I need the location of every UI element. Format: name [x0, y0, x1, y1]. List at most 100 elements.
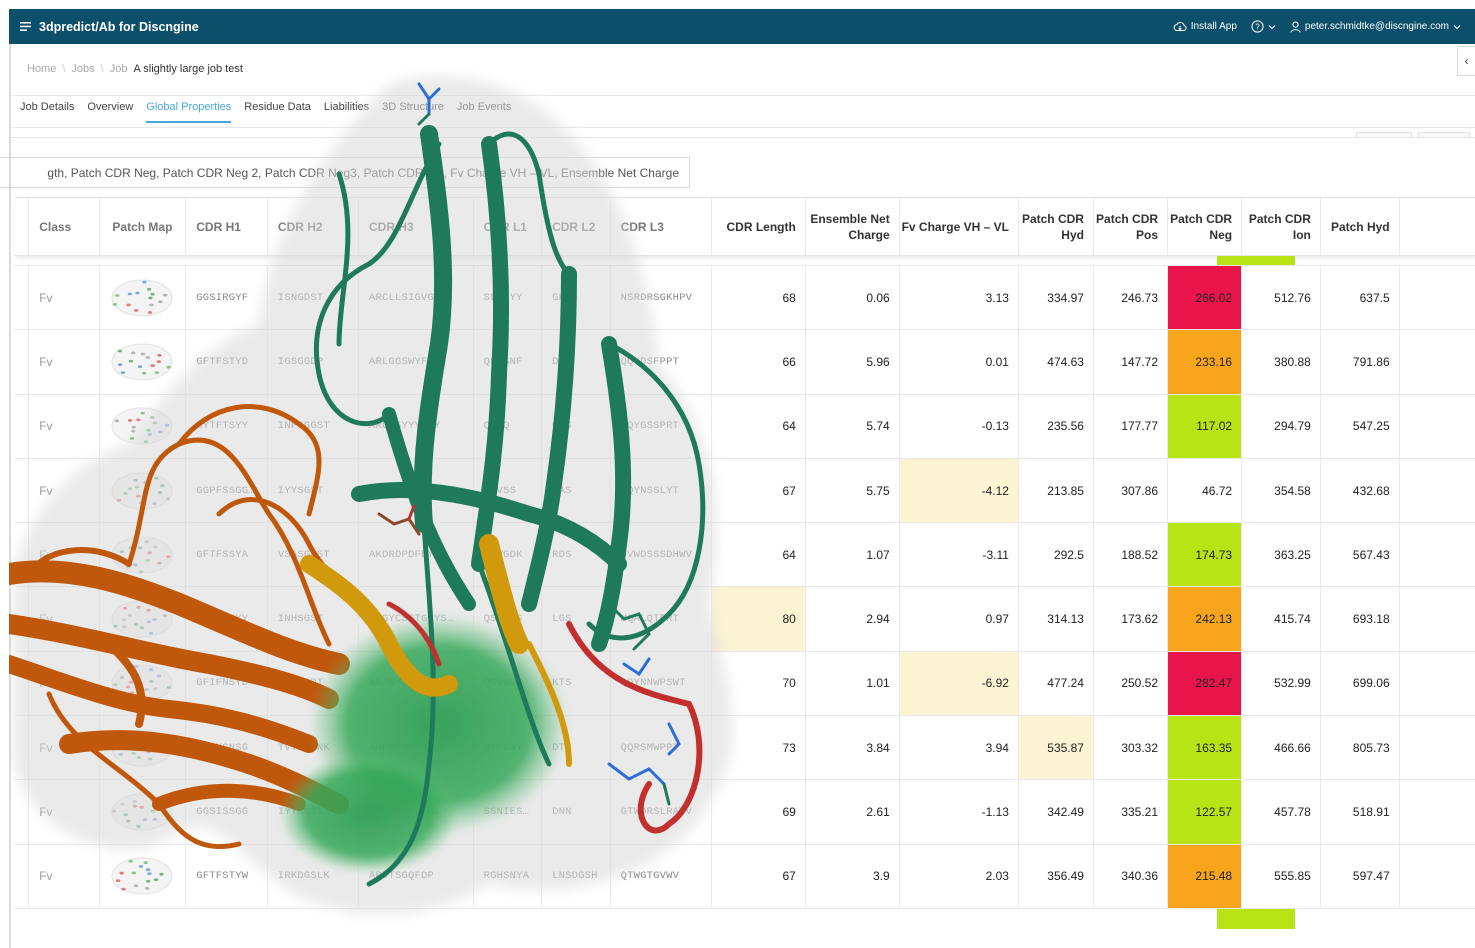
row-spacer	[15, 587, 30, 651]
tab-global-properties[interactable]: Global Properties	[146, 101, 232, 123]
patch-map-thumbnail[interactable]	[110, 854, 174, 898]
column-selector-input[interactable]: gth, Patch CDR Neg, Patch CDR Neg 2, Pat…	[0, 157, 690, 188]
tab-liabilities[interactable]: Liabilities	[323, 101, 370, 113]
header-patch-cdr-neg[interactable]: Patch CDR Neg	[1168, 198, 1243, 255]
cell-patch-cdr-neg: 122.57	[1168, 780, 1243, 844]
table-row[interactable]: Fv GFTFSTYD IGSGGDP ARLGGSWYF… QDISNF DAS QQYD…	[15, 330, 1475, 395]
cell-cdr-l2: RDS	[542, 523, 611, 587]
user-menu[interactable]: peter.schmidtke@discngine.com	[1290, 21, 1461, 33]
cell-cdr-l1: SLRSYY	[474, 266, 543, 330]
menu-icon[interactable]	[11, 22, 39, 31]
header-patch-cdr-ion[interactable]: Patch CDR Ion	[1242, 198, 1321, 255]
tab-3d-structure[interactable]: 3D Structure	[382, 101, 444, 113]
patch-map-thumbnail[interactable]	[110, 790, 174, 834]
tab-job-events[interactable]: Job Events	[456, 101, 512, 113]
row-spacer	[15, 394, 30, 458]
table-row[interactable]: Fv GGSIRGYF ISNGDST ARCLLSIGVGWS SLRSYY GKN NS…	[15, 266, 1475, 331]
install-app-button[interactable]: Install App	[1173, 21, 1237, 32]
header-patch-hyd[interactable]: Patch Hyd	[1321, 198, 1400, 255]
global-properties-table: Class Patch Map CDR H1 CDR H2 CDR H3 CDR…	[15, 197, 1475, 939]
cell-class: Fv	[29, 844, 100, 908]
help-menu[interactable]: ?	[1251, 20, 1276, 33]
breadcrumb: Home \ Jobs \ Job A slightly large job t…	[27, 63, 243, 75]
patch-map-thumbnail[interactable]	[110, 340, 174, 384]
table-row[interactable]: Fv GGPFSSGG… IYYSGST ARVRGMSYG… SSVSS GAS QQYN…	[15, 458, 1475, 524]
header-cdr-h1[interactable]: CDR H1	[186, 198, 268, 255]
cell-cdr-l3: QQYNSSLYT	[611, 458, 712, 523]
cell-patch-cdr-pos: 307.86	[1094, 458, 1169, 523]
toolbar-button[interactable]	[1356, 132, 1412, 137]
cell-cdr-h1: GGPFSSGG…	[186, 458, 268, 523]
partial-row-bottom	[15, 908, 1475, 939]
header-ensemble-net-charge[interactable]: Ensemble Net Charge	[806, 198, 900, 255]
table-body: Fv GGSIRGYF ISNGDST ARCLLSIGVGWS SLRSYY GKN NS…	[15, 266, 1475, 909]
cell-cdr-h3: ARDTSGQFDP	[359, 844, 474, 908]
tab-job-details[interactable]: Job Details	[20, 101, 75, 113]
header-cdr-h3[interactable]: CDR H3	[359, 198, 474, 255]
header-patch-cdr-pos[interactable]: Patch CDR Pos	[1094, 198, 1169, 255]
cell-class: Fv	[29, 523, 100, 587]
tab-residue-data[interactable]: Residue Data	[244, 101, 311, 113]
breadcrumb-jobs[interactable]: Jobs	[71, 63, 95, 75]
cell-fv-charge: 0.01	[900, 330, 1019, 394]
cell-cdr-length: 69	[712, 780, 806, 844]
header-cdr-h2[interactable]: CDR H2	[268, 198, 359, 255]
patch-map-thumbnail[interactable]	[110, 661, 174, 705]
table-row[interactable]: Fv GESFSGYY INHSGST ARGYCSSTGCYS… QSLLHS LGS M…	[15, 587, 1475, 652]
cell-patch-cdr-hyd: 292.5	[1019, 523, 1094, 587]
cell-patch-cdr-hyd: 356.49	[1019, 844, 1094, 908]
cell-class: Fv	[29, 587, 100, 651]
cell-cdr-h1: GFTFSSYA	[186, 523, 268, 587]
header-class[interactable]: Class	[29, 198, 100, 255]
row-spacer	[1400, 780, 1475, 843]
cell-cdr-l2: GAS	[542, 394, 611, 458]
cell-patch-cdr-neg: 46.72	[1168, 458, 1243, 523]
divider	[12, 137, 1475, 138]
row-spacer	[1400, 330, 1475, 393]
header-spacer	[1400, 198, 1475, 255]
patch-map-thumbnail[interactable]	[110, 597, 174, 641]
patch-map-thumbnail[interactable]	[110, 276, 174, 320]
header-fv-charge[interactable]: Fv Charge VH – VL	[900, 198, 1019, 255]
cell-cdr-h2: ISNGDST	[268, 266, 359, 330]
patch-map-thumbnail[interactable]	[110, 726, 174, 770]
cell-cdr-length: 64	[712, 394, 806, 458]
install-app-label: Install App	[1190, 21, 1237, 32]
header-spacer	[15, 198, 30, 255]
partial-neg-cell	[1217, 256, 1295, 265]
table-row[interactable]: Fv GFTFSSYA VSASGGST AKDRDPDFDY NNVGDK RDS QVW…	[15, 523, 1475, 588]
table-row[interactable]: Fv GLSYGNSG TVYDGSNK ARDRGYSSGWYF QTFGNY DTY Q…	[15, 716, 1475, 781]
app-title: 3dpredict/Ab for Discngine	[39, 19, 199, 34]
breadcrumb-home[interactable]: Home	[27, 63, 57, 75]
collapse-panel-button[interactable]: ‹	[1457, 46, 1475, 76]
row-spacer	[15, 523, 30, 587]
partial-neg-cell	[1217, 908, 1295, 929]
cell-cdr-l3: QTWGTGVWV	[611, 844, 712, 908]
cell-patch-map	[100, 587, 187, 651]
patch-map-thumbnail[interactable]	[110, 404, 174, 448]
cell-patch-map	[100, 394, 187, 458]
cell-cdr-h3: ARCLLSIGVGWS	[359, 266, 474, 330]
header-cdr-l2[interactable]: CDR L2	[542, 198, 611, 255]
table-row[interactable]: Fv GFTFSTYW IRKDGSLK ARDTSGQFDP RGHSNYA LNSDG…	[15, 844, 1475, 909]
table-row[interactable]: Fv GFIFNSYD VGRAGDT ARANYYFDY QSVSSN KTS QQYNN…	[15, 651, 1475, 717]
table-row[interactable]: Fv GYTFTSYY INPSGGST ARDRGYYYFDY QSVQ GAS QQYG…	[15, 394, 1475, 459]
header-cdr-l1[interactable]: CDR L1	[474, 198, 543, 255]
patch-map-thumbnail[interactable]	[110, 533, 174, 577]
breadcrumb-job[interactable]: Job	[109, 63, 128, 75]
row-spacer	[15, 458, 30, 523]
toolbar-button[interactable]	[1418, 132, 1470, 137]
partial-row-top	[15, 256, 1475, 266]
header-cdr-l3[interactable]: CDR L3	[611, 198, 712, 255]
cell-cdr-l2: KTS	[542, 651, 611, 716]
row-spacer	[1400, 587, 1475, 650]
cell-fv-charge: -4.12	[899, 458, 1019, 523]
cell-patch-cdr-pos: 246.73	[1094, 266, 1169, 330]
header-patch-cdr-hyd[interactable]: Patch CDR Hyd	[1019, 198, 1094, 255]
table-row[interactable]: Fv GGSISSGG IYYSGSTY ARDSSGWYFDL SSNIES… DNN G…	[15, 780, 1475, 845]
header-patch-map[interactable]: Patch Map	[100, 198, 187, 255]
tab-overview[interactable]: Overview	[87, 101, 134, 113]
header-cdr-length[interactable]: CDR Length	[712, 198, 806, 255]
cell-patch-cdr-hyd: 334.97	[1019, 266, 1094, 330]
patch-map-thumbnail[interactable]	[110, 469, 174, 513]
